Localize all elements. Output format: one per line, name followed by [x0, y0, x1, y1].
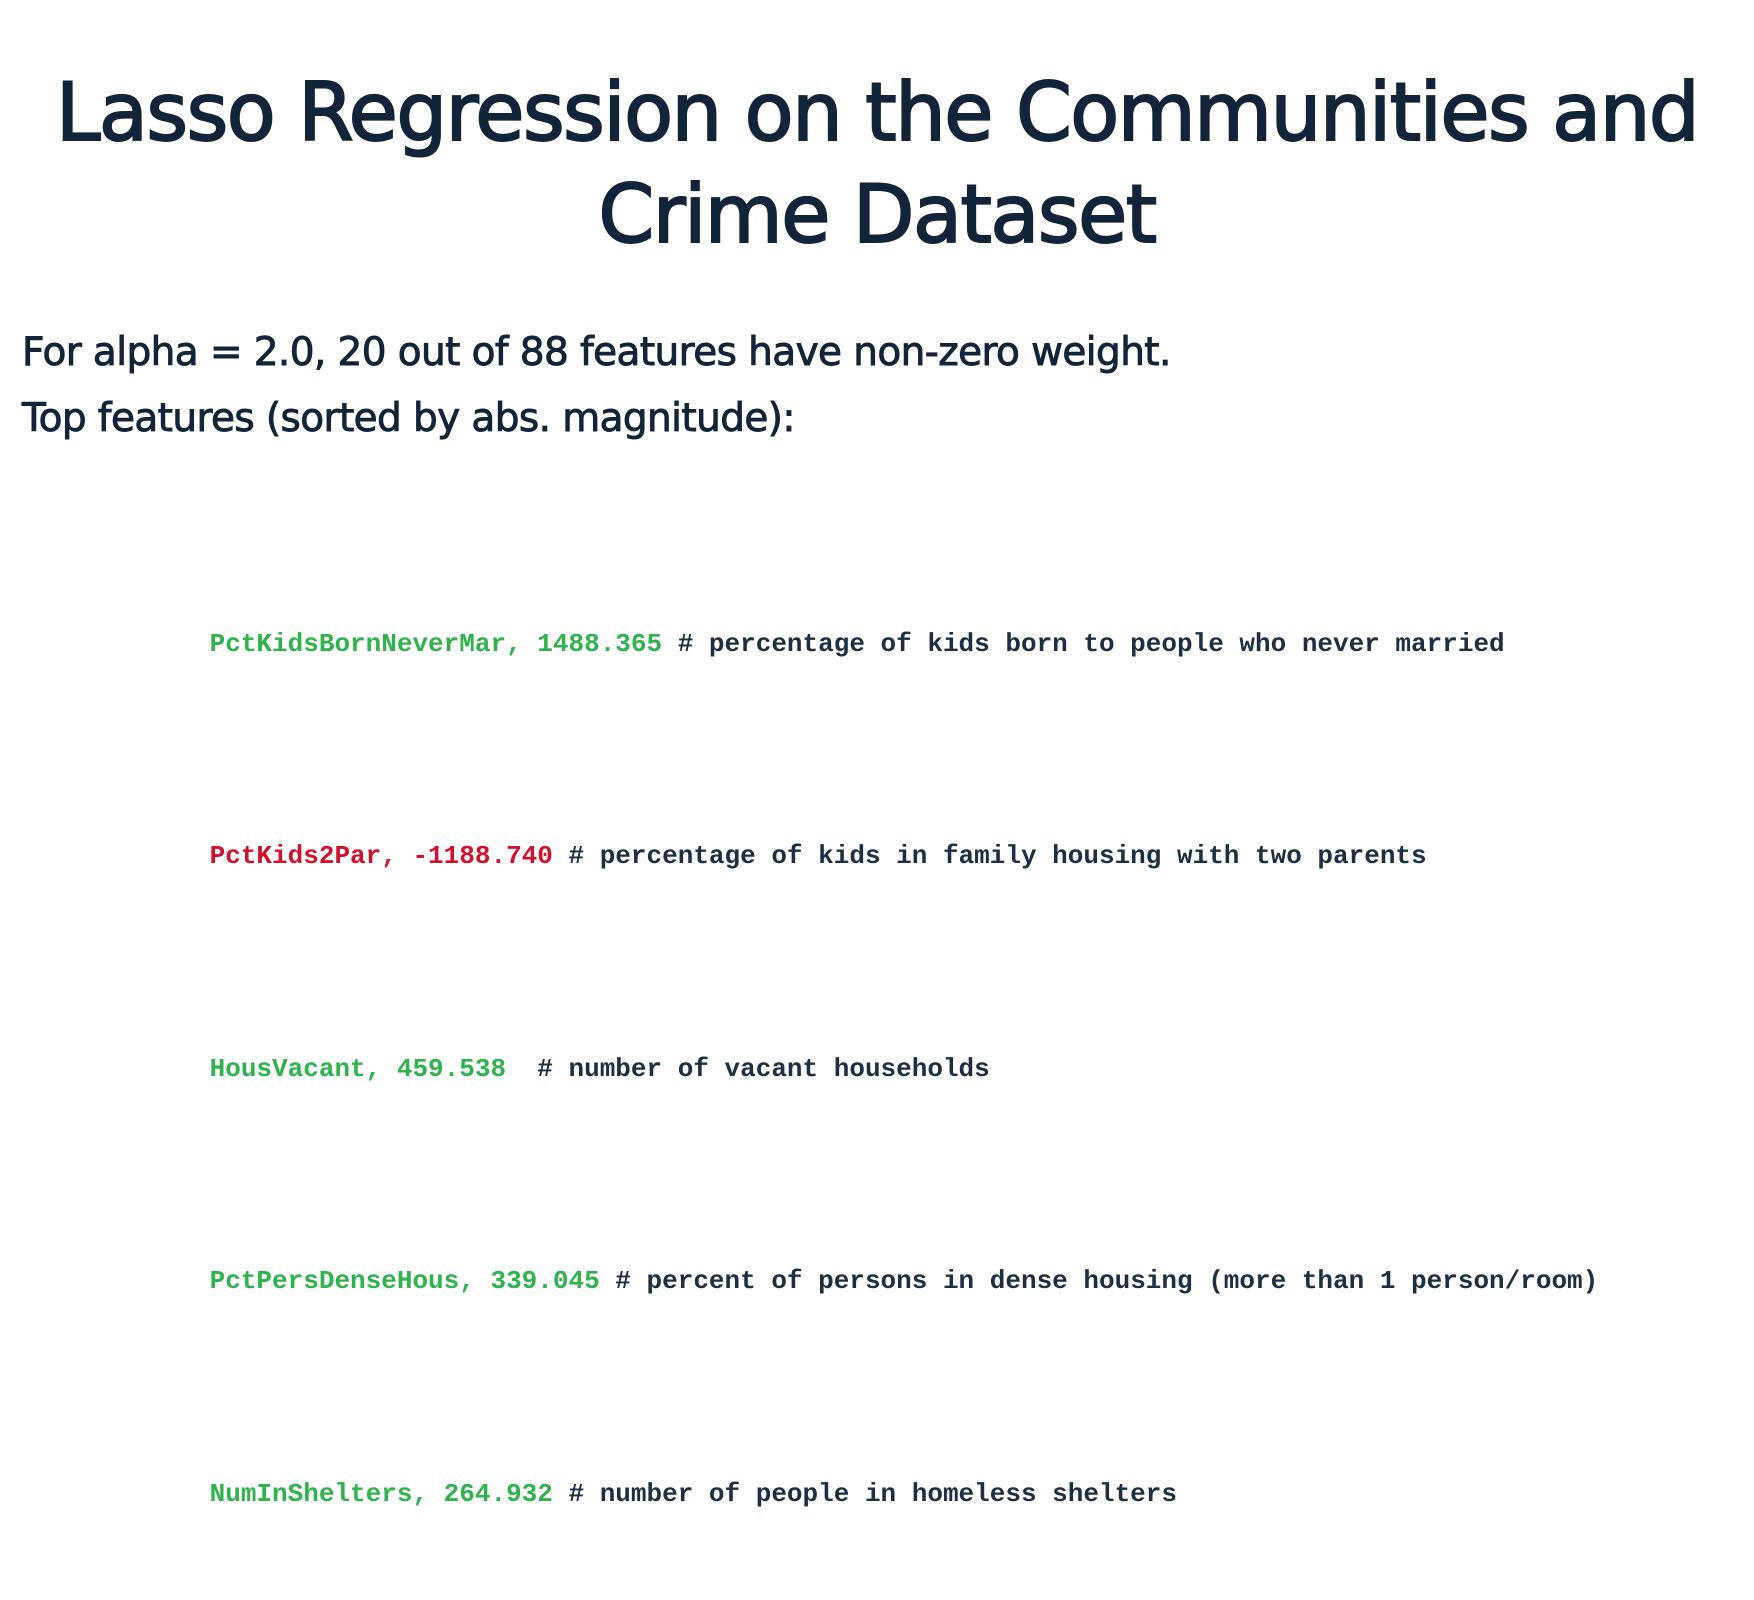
feature-code: NumInShelters, 264.932	[209, 1478, 553, 1509]
feature-code: PctKidsBornNeverMar, 1488.365	[209, 628, 663, 659]
feature-code: PctKids2Par, -1188.740	[209, 841, 553, 871]
feature-row-pctkidsbornnevermar: PctKidsBornNeverMar, 1488.365 # percenta…	[116, 580, 1598, 708]
feature-comment: # number of vacant households	[521, 1053, 990, 1084]
feature-comment: # percentage of kids born to people who …	[662, 628, 1505, 659]
feature-row-housvacant: HousVacant, 459.538 # number of vacant h…	[116, 1005, 1598, 1133]
slide-title: Lasso Regression on the Communities and …	[0, 62, 1754, 266]
slide: Lasso Regression on the Communities and …	[0, 62, 1754, 1509]
feature-code: HousVacant, 459.538	[209, 1053, 522, 1084]
feature-comment: # percentage of kids in family housing w…	[552, 841, 1427, 871]
feature-comment: # percent of persons in dense housing (m…	[599, 1266, 1599, 1296]
slide-title-line-1: Lasso Regression on the Communities and	[55, 65, 1701, 160]
feature-row-numinshelters: NumInShelters, 264.932 # number of peopl…	[116, 1430, 1598, 1558]
feature-code: PctPersDenseHous, 339.045	[209, 1266, 600, 1296]
feature-row-pctpersdensehous: PctPersDenseHous, 339.045 # percent of p…	[116, 1218, 1599, 1346]
slide-title-line-2: Crime Dataset	[597, 167, 1158, 262]
top-features-heading: Top features (sorted by abs. magnitude):	[22, 396, 796, 442]
summary-text: For alpha = 2.0, 20 out of 88 features h…	[22, 320, 1172, 452]
feature-list: PctKidsBornNeverMar, 1488.365 # percenta…	[116, 495, 1599, 1600]
feature-row-pctkids2par: PctKids2Par, -1188.740 # percentage of k…	[116, 793, 1598, 921]
alpha-summary: For alpha = 2.0, 20 out of 88 features h…	[22, 330, 1172, 376]
feature-comment: # number of people in homeless shelters	[552, 1478, 1177, 1509]
